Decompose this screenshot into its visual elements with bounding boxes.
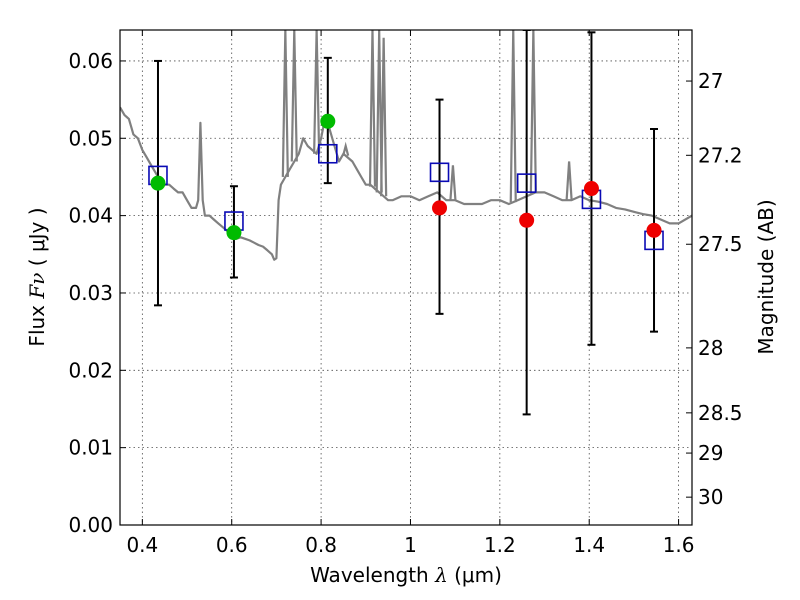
y2-tick-label: 28.5 [698, 401, 743, 425]
y-tick-label: 0.04 [68, 204, 113, 228]
y-axis-label-prefix: Flux [25, 299, 49, 347]
model-band-point [516, 173, 537, 193]
y-tick-label: 0.01 [68, 436, 113, 460]
y-tick-label: 0.05 [68, 126, 113, 150]
plot-frame [119, 29, 693, 526]
model-emission-line [342, 141, 350, 156]
model-emission-line [375, 30, 383, 193]
x-axis-label-symbol: λ [434, 563, 448, 587]
axes: 0.4 0.6 0.8 1 1.2 1.4 1.6 0.00 0.01 0.02 0.03 0.04 0… [68, 30, 743, 557]
y-tick-label: 0.00 [68, 513, 113, 537]
x-tick-label: 1.6 [663, 533, 695, 557]
y-axis-label-symbol: Fν [25, 273, 49, 300]
y-axis-label: Flux Fν ( μJy ) [25, 207, 49, 346]
x-tick-label: 1 [404, 533, 417, 557]
y2-tick-label: 28 [698, 336, 723, 360]
y2-tick-label: 30 [698, 485, 723, 509]
y2-tick-label: 29 [698, 441, 723, 465]
model-spectrum-line [120, 106, 692, 261]
y-axis-label-unit: ( μJy ) [25, 207, 49, 272]
y-tick-label: 0.03 [68, 281, 113, 305]
observed-point [320, 113, 336, 129]
model-emission-line [449, 165, 457, 201]
x-axis-label: Wavelength λ (μm) [310, 563, 502, 587]
model-emission-line [368, 30, 377, 187]
x-axis-label-prefix: Wavelength [310, 563, 435, 587]
model-emission-line [565, 161, 573, 201]
plot-area [120, 30, 692, 416]
model-emission-line [281, 30, 289, 177]
x-tick-label: 0.4 [126, 533, 158, 557]
observed-point [646, 222, 662, 238]
y2-axis-label: Magnitude (AB) [754, 199, 778, 354]
model-band-point [317, 143, 338, 164]
x-axis-label-unit: (μm) [448, 563, 502, 587]
y2-tick-label: 27.2 [698, 143, 743, 167]
observed-point [519, 212, 535, 228]
model-emission-line [290, 30, 298, 162]
model-emission-line [529, 30, 537, 194]
y-tick-label: 0.06 [68, 49, 113, 73]
model-emission-line [380, 37, 388, 197]
observed-point [583, 181, 599, 197]
x-tick-label: 1.2 [484, 533, 516, 557]
observed-point [432, 200, 448, 216]
y2-tick-label: 27 [698, 69, 723, 93]
x-tick-label: 1.4 [573, 533, 605, 557]
observed-point [150, 175, 166, 191]
plot-background [120, 30, 692, 525]
y2-tick-label: 27.5 [698, 232, 743, 256]
y-tick-label: 0.02 [68, 358, 113, 382]
x-tick-label: 0.8 [305, 533, 337, 557]
model-emission-line [313, 30, 321, 154]
model-band-point [429, 162, 450, 183]
x-tick-label: 0.6 [216, 533, 248, 557]
observed-point [226, 225, 242, 241]
model-emission-line [509, 30, 517, 203]
